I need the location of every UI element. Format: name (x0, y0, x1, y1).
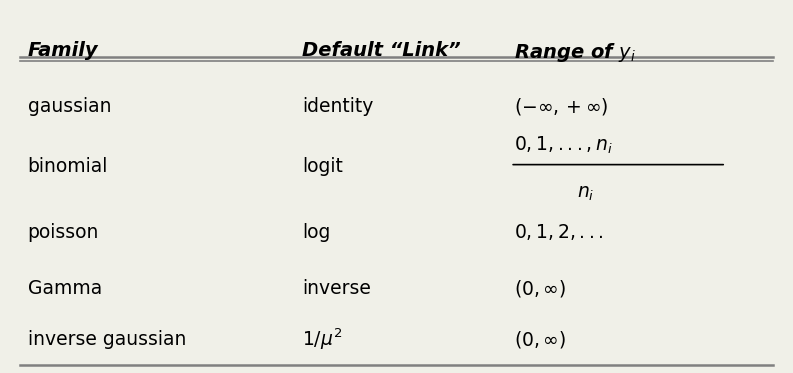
Text: log: log (302, 223, 331, 242)
Text: $(0, \infty)$: $(0, \infty)$ (514, 278, 566, 299)
Text: Default “Link”: Default “Link” (302, 41, 461, 60)
Text: inverse: inverse (302, 279, 371, 298)
Text: inverse gaussian: inverse gaussian (28, 330, 186, 349)
Text: identity: identity (302, 97, 374, 116)
Text: gaussian: gaussian (28, 97, 111, 116)
Text: $(0, \infty)$: $(0, \infty)$ (514, 329, 566, 350)
Text: $0,1,...,n_i$: $0,1,...,n_i$ (514, 134, 613, 156)
Text: Gamma: Gamma (28, 279, 102, 298)
Text: $(-\infty, +\infty)$: $(-\infty, +\infty)$ (514, 96, 609, 117)
Text: logit: logit (302, 157, 343, 176)
Text: poisson: poisson (28, 223, 99, 242)
Text: $1/\mu^2$: $1/\mu^2$ (302, 327, 343, 352)
Text: $0, 1, 2, ...$: $0, 1, 2, ...$ (514, 222, 604, 242)
Text: Family: Family (28, 41, 98, 60)
Text: $n_i$: $n_i$ (577, 184, 595, 203)
Text: binomial: binomial (28, 157, 108, 176)
Text: Range of $y_i$: Range of $y_i$ (514, 41, 636, 64)
